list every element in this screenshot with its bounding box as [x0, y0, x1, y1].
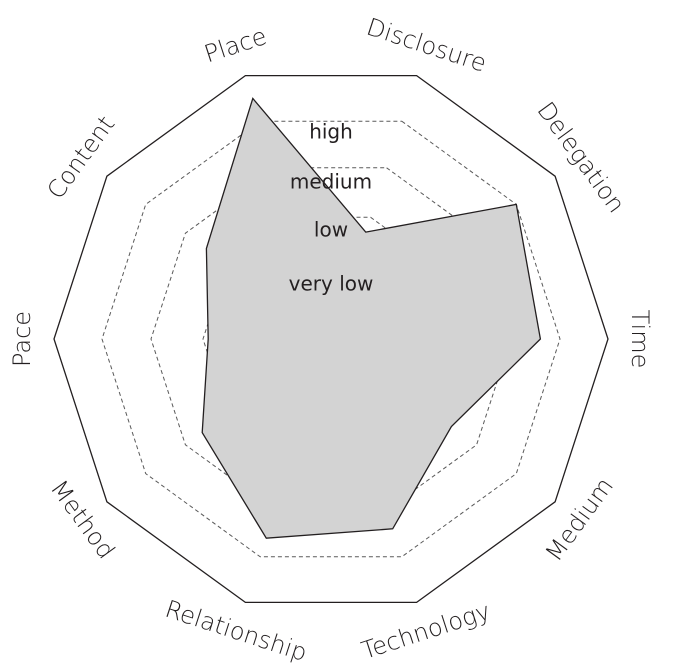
axis-label-method: Method	[45, 475, 121, 564]
axis-label-delegation: Delegation	[532, 97, 631, 218]
level-label-high: high	[309, 120, 353, 144]
level-ring-4	[101, 120, 561, 558]
level-label-very-low: very low	[289, 272, 374, 296]
axis-label-relationship: Relationship	[162, 595, 311, 667]
level-label-medium: medium	[290, 170, 372, 194]
level-label-low: low	[314, 218, 348, 242]
axis-label-place: Place	[201, 22, 270, 68]
axis-label-medium: Medium	[540, 472, 619, 566]
axis-label-time: Time	[626, 310, 654, 369]
axis-labels: Disclosure Delegation Time Medium Technology…	[8, 13, 654, 667]
data-area	[201, 97, 542, 539]
axis-label-disclosure: Disclosure	[363, 13, 490, 78]
axis-label-technology: Technology	[358, 597, 494, 665]
level-labels: very low low medium high	[289, 120, 374, 296]
outer-frame	[53, 74, 609, 604]
axis-label-content: Content	[42, 111, 121, 205]
data-layer	[201, 97, 542, 539]
axis-label-pace: Pace	[8, 311, 36, 367]
